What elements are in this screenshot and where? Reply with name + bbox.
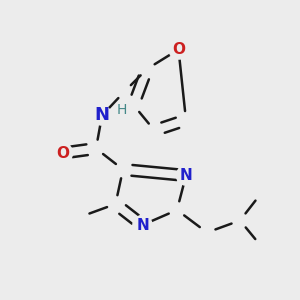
Circle shape — [176, 166, 196, 185]
Text: O: O — [172, 42, 185, 57]
Text: O: O — [56, 146, 70, 160]
Circle shape — [169, 40, 188, 59]
Text: N: N — [136, 218, 149, 232]
Circle shape — [92, 106, 112, 125]
Text: H: H — [116, 103, 127, 117]
Text: N: N — [180, 168, 192, 183]
Circle shape — [133, 215, 152, 235]
Circle shape — [53, 143, 73, 163]
Text: N: N — [94, 106, 110, 124]
